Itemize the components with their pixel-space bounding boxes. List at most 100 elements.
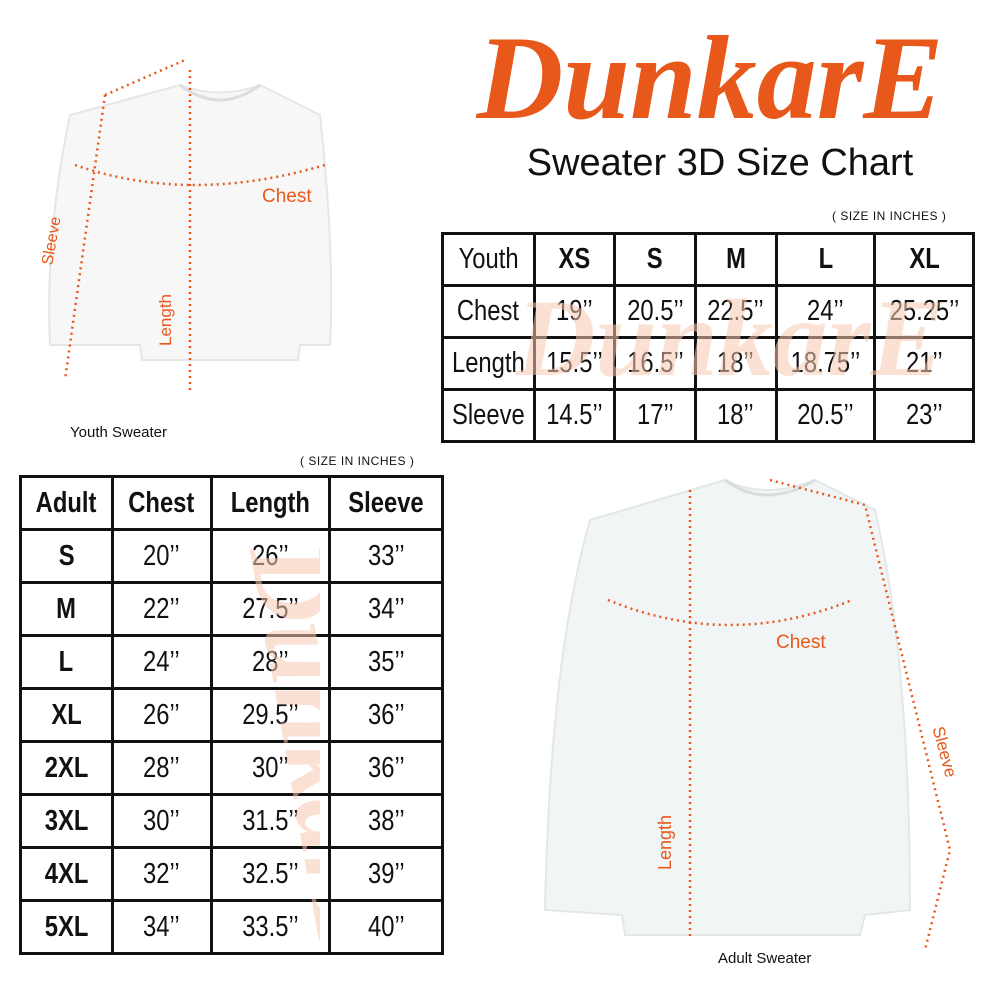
table-cell: 18’’ [693,388,778,443]
cell-text: 24’’ [807,295,844,327]
table-row: Chest 19’’ 20.5’’ 22.5’’ 24’’ 25.25’’ [441,284,975,339]
table-cell: 30’’ [110,793,213,849]
cell-text: 30’’ [143,804,181,837]
table-cell: 24’’ [774,284,877,339]
cell-text: 25.25’’ [889,295,959,327]
table-cell: 34’’ [328,581,444,637]
table-cell: 15.5’’ [532,336,617,391]
table-cell: XL [873,232,975,287]
table-cell: L [19,634,114,690]
table-cell: XS [532,232,617,287]
table-cell: 22.5’’ [693,284,778,339]
table-cell: S [613,232,697,287]
cell-text: Sleeve [348,486,424,519]
table-cell: 39’’ [328,846,444,902]
table-row: Sleeve 14.5’’ 17’’ 18’’ 20.5’’ 23’’ [441,388,975,443]
table-cell: 19’’ [532,284,617,339]
youth-sweater-label: Youth Sweater [70,424,168,441]
table-cell: 33.5’’ [209,899,332,955]
logo-text: DunkarE [476,11,944,144]
cell-text: 34’’ [143,910,181,943]
cell-text: 16.5’’ [626,347,684,379]
table-cell: 31.5’’ [209,793,332,849]
youth-sweater-image [48,58,333,390]
adult-size-table: Adult Chest Length Sleeve S 20’’ 26’’ 33’’ … [19,475,444,955]
cell-text: 32’’ [143,857,181,890]
cell-text: 28’’ [252,645,289,678]
adult-sweater-label: Adult Sweater [718,950,812,967]
cell-text: 31.5’’ [242,804,299,837]
brand-logo: DunkarE [476,11,944,144]
header-cell: XL [908,243,940,275]
table-cell: 14.5’’ [532,388,617,443]
chest-arrow [607,598,853,627]
cell-text: 36’’ [367,751,405,784]
table-cell: 36’’ [328,687,444,743]
cell-text: 27.5’’ [242,592,299,625]
header-cell: S [647,243,664,275]
table-cell: 18’’ [693,336,778,391]
table-row: 2XL 28’’ 30’’ 36’’ [19,740,444,796]
table-cell: 21’’ [873,336,975,391]
cell-text: 32.5’’ [242,857,299,890]
youth-chest-label: Chest [262,186,312,207]
youth-units-note: ( SIZE IN INCHES ) [832,209,947,223]
cell-text: 29.5’’ [242,698,299,731]
cell-text: 20’’ [143,539,181,572]
table-row: S 20’’ 26’’ 33’’ [19,528,444,584]
cell-text: 3XL [44,804,89,837]
table-cell: 35’’ [328,634,444,690]
table-cell: M [693,232,778,287]
cell-text: 26’’ [143,698,181,731]
cell-text: 19’’ [556,295,593,327]
adult-chest-label: Chest [776,632,826,653]
table-row: 5XL 34’’ 33.5’’ 40’’ [19,899,444,955]
cell-text: 18’’ [717,399,755,431]
table-row: M 22’’ 27.5’’ 34’’ [19,581,444,637]
cell-text: 22’’ [143,592,181,625]
table-cell: 32’’ [110,846,213,902]
table-cell: Length [441,336,536,391]
header-cell: M [725,243,746,275]
table-cell: XL [19,687,114,743]
cell-text: Length [451,347,525,379]
cell-text: 20.5’’ [797,399,854,431]
cell-text: 23’’ [905,399,943,431]
cell-text: Length [230,486,311,519]
cell-text: S [58,539,75,572]
cell-text: 30’’ [252,751,289,784]
table-cell: L [774,232,877,287]
table-cell: 2XL [19,740,114,796]
table-row: 4XL 32’’ 32.5’’ 39’’ [19,846,444,902]
table-header-row: Adult Chest Length Sleeve [19,475,444,531]
table-row: 3XL 30’’ 31.5’’ 38’’ [19,793,444,849]
cell-text: 33’’ [367,539,405,572]
table-cell: Sleeve [328,475,444,531]
cell-text: 18’’ [717,347,755,379]
cell-text: 40’’ [367,910,405,943]
table-cell: 30’’ [209,740,332,796]
header-cell: L [818,243,833,275]
cell-text: Chest [457,295,520,327]
table-cell: 40’’ [328,899,444,955]
table-cell: 38’’ [328,793,444,849]
cell-text: 15.5’’ [546,347,603,379]
table-cell: M [19,581,114,637]
table-cell: 28’’ [209,634,332,690]
sleeve-top-arrow [104,58,186,97]
youth-size-table: Youth XS S M L XL Chest 19’’ 20.5’’ 22.5’’ 2… [441,232,975,443]
cell-text: Chest [128,486,195,519]
cell-text: 24’’ [143,645,181,678]
table-cell: 29.5’’ [209,687,332,743]
cell-text: 18.75’’ [790,347,861,379]
table-cell: Sleeve [441,388,536,443]
adult-sweater-image [543,478,952,951]
table-row: L 24’’ 28’’ 35’’ [19,634,444,690]
table-cell: 23’’ [873,388,975,443]
adult-length-label: Length [655,814,676,871]
table-header-row: Youth XS S M L XL [441,232,975,287]
cell-text: 28’’ [143,751,181,784]
cell-text: XL [51,698,82,731]
table-cell: Adult [19,475,114,531]
table-cell: 25.25’’ [873,284,975,339]
